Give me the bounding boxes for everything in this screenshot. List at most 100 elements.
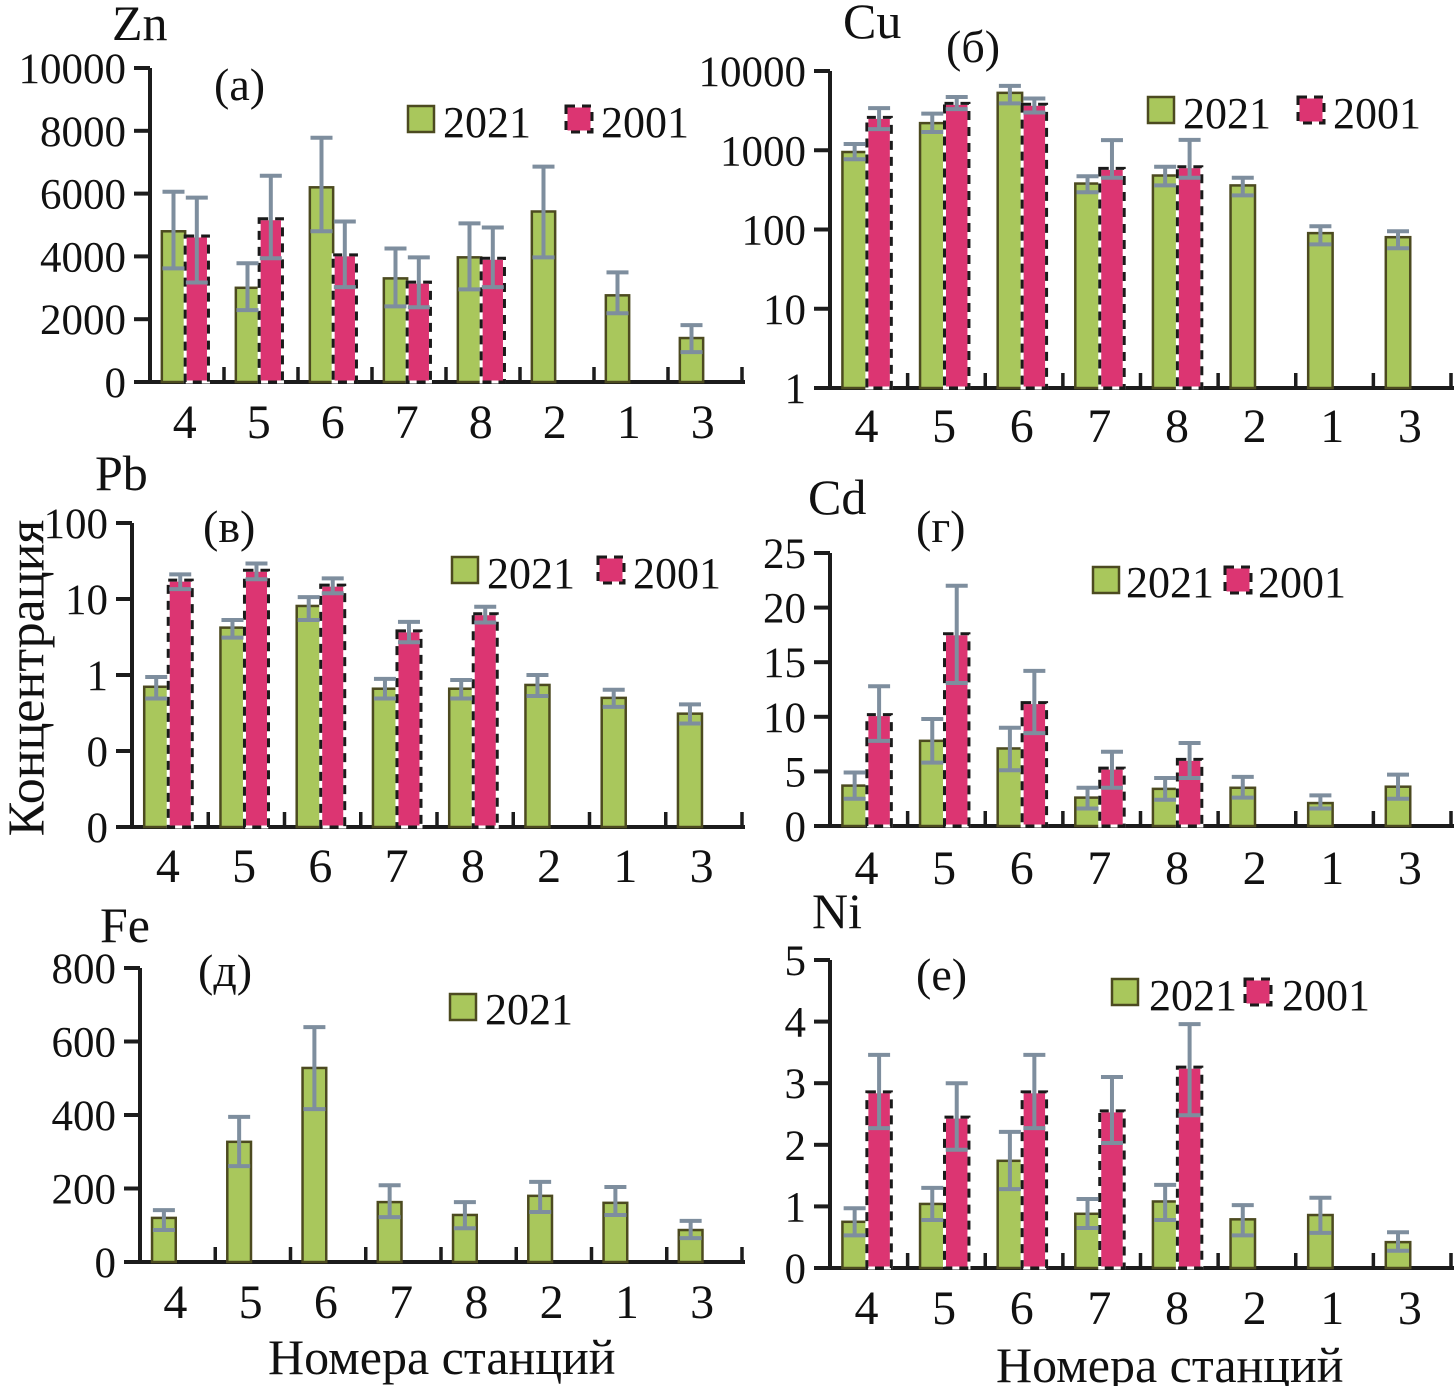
bar-pb-2021-st6 bbox=[295, 604, 322, 829]
y-tick-label: 3 bbox=[785, 1061, 807, 1108]
bar-cu-2001-st4-border bbox=[865, 115, 893, 390]
bar-cu-2021-st1 bbox=[1306, 231, 1334, 390]
legend-swatch-2001-border bbox=[1243, 977, 1273, 1007]
legend-swatch-2021 bbox=[448, 992, 478, 1022]
bar-cu-2001-st5-border bbox=[942, 101, 971, 390]
legend-label-2021: 2021 bbox=[443, 98, 531, 147]
y-tick-label: 1 bbox=[87, 653, 109, 700]
bar-pb-2001-st6-border bbox=[319, 583, 347, 829]
chart-title-ni: Ni bbox=[812, 883, 862, 939]
x-category-label: 5 bbox=[232, 840, 256, 893]
y-tick-label: 4000 bbox=[40, 234, 126, 281]
panel-label-ni: (е) bbox=[916, 949, 967, 1000]
bar-pb-2021-st5 bbox=[219, 626, 246, 829]
y-axis-label: Концентрация bbox=[0, 519, 56, 837]
x-category-label: 3 bbox=[1398, 1282, 1422, 1335]
panel-label-pb: (в) bbox=[203, 501, 255, 552]
bar-pb-2021-st1 bbox=[600, 696, 627, 829]
y-tick-label: 200 bbox=[52, 1167, 117, 1214]
legend-swatch-2001 bbox=[564, 104, 594, 134]
bar-cu-2021-st7 bbox=[1074, 182, 1101, 390]
bar-cu-2001-st8 bbox=[1175, 165, 1204, 390]
x-category-label: 7 bbox=[385, 840, 409, 893]
x-category-label: 8 bbox=[469, 396, 493, 449]
x-category-label: 8 bbox=[461, 840, 485, 893]
x-category-label: 6 bbox=[321, 396, 345, 449]
y-tick-label: 0 bbox=[105, 360, 127, 407]
y-tick-label: 10 bbox=[763, 695, 806, 742]
bar-ni-2001-st7-border bbox=[1098, 1109, 1126, 1270]
bar-cu-2001-st6-border bbox=[1020, 102, 1049, 390]
bar-pb-2001-st5-border bbox=[242, 568, 270, 829]
bar-pb-2001-st8 bbox=[471, 612, 499, 829]
y-tick-label: 0 bbox=[95, 1240, 117, 1287]
bar-cu-2001-st5 bbox=[942, 101, 971, 390]
bar-ni-2001-st5-border bbox=[942, 1115, 971, 1270]
bar-cu-2001-st8-border bbox=[1175, 165, 1204, 390]
panel-label-cu: (б) bbox=[946, 21, 1000, 72]
x-category-label: 8 bbox=[1165, 1282, 1189, 1335]
panel-label-zn: (а) bbox=[214, 59, 265, 110]
x-category-label: 4 bbox=[854, 1282, 878, 1335]
legend-label-2001: 2001 bbox=[1282, 971, 1370, 1020]
y-tick-label: 600 bbox=[52, 1020, 117, 1067]
legend-label-2001: 2001 bbox=[601, 98, 689, 147]
bar-pb-2021-st3 bbox=[676, 712, 704, 829]
x-category-label: 8 bbox=[1165, 400, 1189, 453]
y-tick-label: 5 bbox=[785, 938, 807, 985]
y-tick-label: 1 bbox=[785, 366, 807, 413]
y-tick-label: 10000 bbox=[19, 46, 127, 93]
x-category-label: 3 bbox=[690, 1276, 714, 1329]
bar-cu-2001-st7 bbox=[1098, 166, 1126, 390]
x-category-label: 2 bbox=[540, 1276, 564, 1329]
bar-pb-2021-st4 bbox=[142, 685, 170, 829]
legend-label-2001: 2001 bbox=[633, 549, 721, 598]
bar-pb-2021-st8 bbox=[447, 687, 475, 829]
chart-title-fe: Fe bbox=[100, 897, 150, 953]
x-category-label: 2 bbox=[1243, 842, 1267, 895]
x-category-label: 4 bbox=[854, 400, 878, 453]
bar-zn-2001-st8-border bbox=[479, 256, 506, 384]
legend-swatch-2001 bbox=[1243, 977, 1273, 1007]
bar-cu-2001-st6 bbox=[1020, 102, 1049, 390]
bar-cd-2001-st8-border bbox=[1175, 757, 1204, 828]
x-category-label: 1 bbox=[1320, 400, 1344, 453]
chart-fe: Fe (д) 0 200 400 600 800 4 5 6 7 8 2 1 3 2021 bbox=[52, 897, 745, 1329]
x-category-label: 6 bbox=[1010, 1282, 1034, 1335]
x-category-label: 7 bbox=[1087, 1282, 1111, 1335]
y-tick-label: 1000 bbox=[720, 128, 806, 175]
chart-title-zn: Zn bbox=[112, 0, 168, 51]
x-axis-label-left: Номера станций bbox=[268, 1329, 616, 1385]
bar-zn-2001-st6-border bbox=[331, 253, 358, 384]
legend-swatch-2001 bbox=[596, 555, 626, 585]
y-tick-label: 0 bbox=[87, 729, 109, 776]
bar-ni-2021-st6 bbox=[996, 1159, 1024, 1270]
legend-label-2021: 2021 bbox=[1149, 971, 1237, 1020]
x-category-label: 5 bbox=[239, 1276, 263, 1329]
legend-swatch-2001 bbox=[1223, 565, 1253, 595]
x-category-label: 5 bbox=[247, 396, 271, 449]
x-category-label: 4 bbox=[163, 1276, 187, 1329]
legend-label-2001: 2001 bbox=[1258, 558, 1346, 607]
chart-zn: Zn (а) 0 2000 4000 6000 8000 10000 4 5 6 7 8 2 1 3 2021 2… bbox=[19, 0, 745, 449]
legend-label-2021: 2021 bbox=[1126, 558, 1214, 607]
y-tick-label: 0 bbox=[785, 804, 807, 851]
panel-label-fe: (д) bbox=[198, 945, 252, 996]
y-tick-label: 15 bbox=[763, 640, 806, 687]
legend-swatch-2021 bbox=[450, 555, 480, 585]
bar-pb-2001-st7 bbox=[395, 629, 423, 829]
x-category-label: 1 bbox=[617, 396, 641, 449]
x-category-label: 2 bbox=[537, 840, 561, 893]
legend-swatch-2001-border bbox=[564, 104, 594, 134]
y-tick-label: 1 bbox=[785, 1184, 807, 1231]
chart-title-cd: Cd bbox=[808, 469, 866, 525]
x-category-label: 3 bbox=[690, 840, 714, 893]
bar-ni-2001-st4-border bbox=[865, 1090, 893, 1270]
x-category-label: 7 bbox=[1087, 842, 1111, 895]
legend-swatch-2021 bbox=[1110, 977, 1140, 1007]
bar-cd-2001-st6-border bbox=[1020, 701, 1049, 828]
x-category-label: 3 bbox=[1398, 842, 1422, 895]
